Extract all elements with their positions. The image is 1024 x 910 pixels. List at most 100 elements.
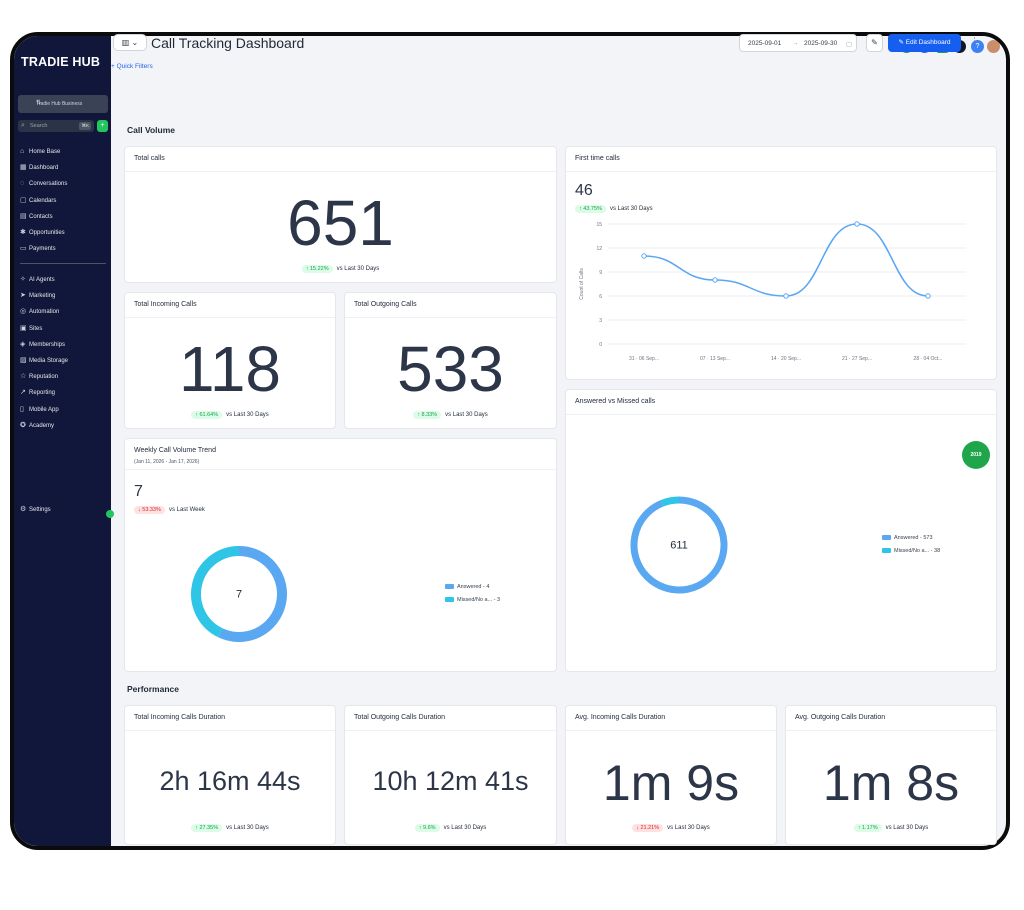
y-tick-label: 9 [599, 270, 602, 276]
data-point [854, 221, 860, 227]
sidebar-item-home-base[interactable]: ⌂ Home Base [20, 148, 61, 155]
gear-icon: ⚙ [20, 506, 27, 513]
sidebar: TRADIE HUB Tradie Hub Business ⇅ ⌕ Searc… [14, 36, 111, 846]
sidebar-item-automation[interactable]: ◎ Automation [20, 308, 60, 316]
date-to: 2025-09-30 [804, 40, 838, 47]
sidebar-item-media-storage[interactable]: ▨ Media Storage [20, 357, 69, 364]
trend-up-badge: ↑ 27.35% [191, 824, 223, 832]
section-call-volume: Call Volume [127, 125, 176, 135]
donut-slice [630, 496, 728, 594]
sidebar-item-payments[interactable]: ▭ Payments [20, 245, 56, 253]
sidebar-item-reporting[interactable]: ↗ Reporting [20, 389, 56, 397]
x-tick-label: 21 · 27 Sep... [842, 356, 872, 362]
legend-label: Answered - 573 [894, 535, 933, 541]
data-point [925, 293, 931, 299]
sidebar-item-contacts[interactable]: ▤ Contacts [20, 212, 53, 220]
magic-wand-button[interactable]: ✎ [866, 34, 883, 52]
data-point [712, 277, 718, 283]
card-title: Avg. Incoming Calls Duration [575, 714, 666, 721]
card-outgoing-duration: Total Outgoing Calls Duration 10h 12m 41… [344, 705, 557, 845]
sidebar-item-ai-agents[interactable]: ✧ AI Agents [20, 276, 55, 283]
media-icon: ▨ [20, 357, 27, 364]
trend-up-badge: ↑ 61.64% [191, 411, 223, 419]
sidebar-item-memberships[interactable]: ◈ Memberships [20, 340, 66, 348]
date-range-picker[interactable]: 2025-09-01 → 2025-09-30 ▢ [739, 34, 857, 52]
donut-total: 7 [236, 589, 242, 601]
quick-action-button[interactable]: + [97, 120, 108, 132]
sidebar-item-mobile-app[interactable]: ▯ Mobile App [20, 405, 59, 413]
legend-label: Missed/No a... - 38 [894, 548, 940, 554]
sidebar-item-marketing[interactable]: ➤ Marketing [20, 292, 56, 300]
sidebar-item-academy[interactable]: ✪ Academy [20, 421, 55, 429]
chevron-updown-icon: ⇅ [36, 100, 42, 106]
account-switcher[interactable]: Tradie Hub Business ⇅ [18, 95, 108, 113]
outgoing-calls-value: 533 [397, 333, 504, 405]
x-tick-label: 07 · 13 Sep... [700, 356, 730, 362]
section-performance: Performance [127, 684, 179, 694]
incoming-calls-comparison: ↑ 61.64% vs Last 30 Days [125, 411, 335, 419]
card-first-time-calls: First time calls 46 ↑ 43.75% vs Last 30 D… [565, 146, 997, 380]
chat-icon: ◌ [20, 180, 25, 188]
donut-slice [218, 546, 287, 642]
trend-down-badge: ↓ 21.21% [632, 824, 664, 832]
collapse-sidebar-handle[interactable] [106, 510, 114, 518]
quick-filters-link[interactable]: + Quick Filters [111, 63, 153, 70]
floating-chat-button[interactable]: 2019 [962, 441, 990, 469]
sidebar-item-dashboard[interactable]: ▦ Dashboard [20, 164, 59, 172]
card-avg-incoming-duration: Avg. Incoming Calls Duration 1m 9s ↓ 21.… [565, 705, 777, 845]
legend-swatch [882, 548, 891, 553]
legend-label: Missed/No a... - 3 [457, 597, 500, 603]
card-title: Answered vs Missed calls [575, 398, 656, 405]
memberships-icon: ◈ [20, 340, 26, 348]
help-icon[interactable]: ? [971, 40, 984, 53]
card-title: Total Incoming Calls [134, 301, 197, 308]
legend-swatch [445, 597, 454, 602]
arrow-right-icon: → [792, 40, 799, 47]
dashboard-icon: ▦ [20, 164, 27, 172]
reputation-icon: ☆ [20, 373, 27, 381]
incoming-calls-value: 118 [178, 333, 282, 405]
y-tick-label: 3 [599, 318, 602, 324]
weekly-donut-chart: 7 Answered - 4 Missed/No a... - 3 [191, 546, 500, 642]
donut-slice [191, 546, 240, 638]
sidebar-item-calendars[interactable]: ▢ Calendars [20, 196, 57, 204]
y-axis-label: Count of Calls [579, 268, 585, 300]
card-avg-outgoing-duration: Avg. Outgoing Calls Duration 1m 8s ↑ 1.1… [785, 705, 997, 845]
sidebar-item-reputation[interactable]: ☆ Reputation [20, 373, 59, 381]
data-point [641, 253, 647, 259]
avatar[interactable] [987, 40, 1000, 53]
card-total-calls: Total calls 651 ↑ 15.22% vs Last 30 Days [124, 146, 557, 283]
search-box[interactable]: ⌕ Search ⌘K [18, 120, 94, 132]
sidebar-item-opportunities[interactable]: ✱ Opportunities [20, 229, 65, 236]
more-options-icon[interactable]: ⋮ [970, 36, 979, 46]
donut-total: 611 [670, 540, 688, 552]
calendar-icon: ▢ [20, 196, 27, 204]
search-shortcut: ⌘K [79, 122, 91, 130]
sites-icon: ▣ [20, 324, 27, 332]
incoming-duration-value: 2h 16m 44s [159, 766, 301, 796]
card-weekly-trend: Weekly Call Volume Trend (Jan 11, 2026 -… [124, 438, 557, 672]
outgoing-duration-value: 10h 12m 41s [372, 766, 529, 796]
page-title: Call Tracking Dashboard [151, 35, 305, 51]
search-placeholder: Search [30, 123, 48, 129]
sidebar-item-sites[interactable]: ▣ Sites [20, 324, 43, 332]
card-title: Total calls [134, 155, 165, 162]
trend-up-badge: ↑ 9.6% [414, 824, 440, 832]
sidebar-item-conversations[interactable]: ◌ Conversations [20, 180, 68, 188]
sidebar-item-settings[interactable]: ⚙ Settings [20, 506, 51, 513]
first-time-calls-value: 46 [575, 182, 593, 199]
payments-icon: ▭ [20, 245, 27, 253]
outgoing-duration-comparison: ↑ 9.6% vs Last 30 Days [345, 824, 556, 832]
series-line [643, 223, 929, 297]
avg-incoming-duration-value: 1m 9s [602, 755, 740, 811]
legend-label: Answered - 4 [457, 584, 489, 590]
y-tick-label: 6 [599, 294, 602, 300]
legend-swatch [445, 584, 454, 589]
opportunities-icon: ✱ [20, 229, 26, 236]
home-icon: ⌂ [20, 148, 25, 155]
layout-toggle-button[interactable]: ▥ ⌄ [113, 34, 147, 51]
academy-icon: ✪ [20, 421, 26, 429]
avg-outgoing-duration-value: 1m 8s [822, 755, 960, 811]
edit-dashboard-button[interactable]: ✎ Edit Dashboard [888, 34, 961, 52]
donut-slice [660, 496, 680, 507]
